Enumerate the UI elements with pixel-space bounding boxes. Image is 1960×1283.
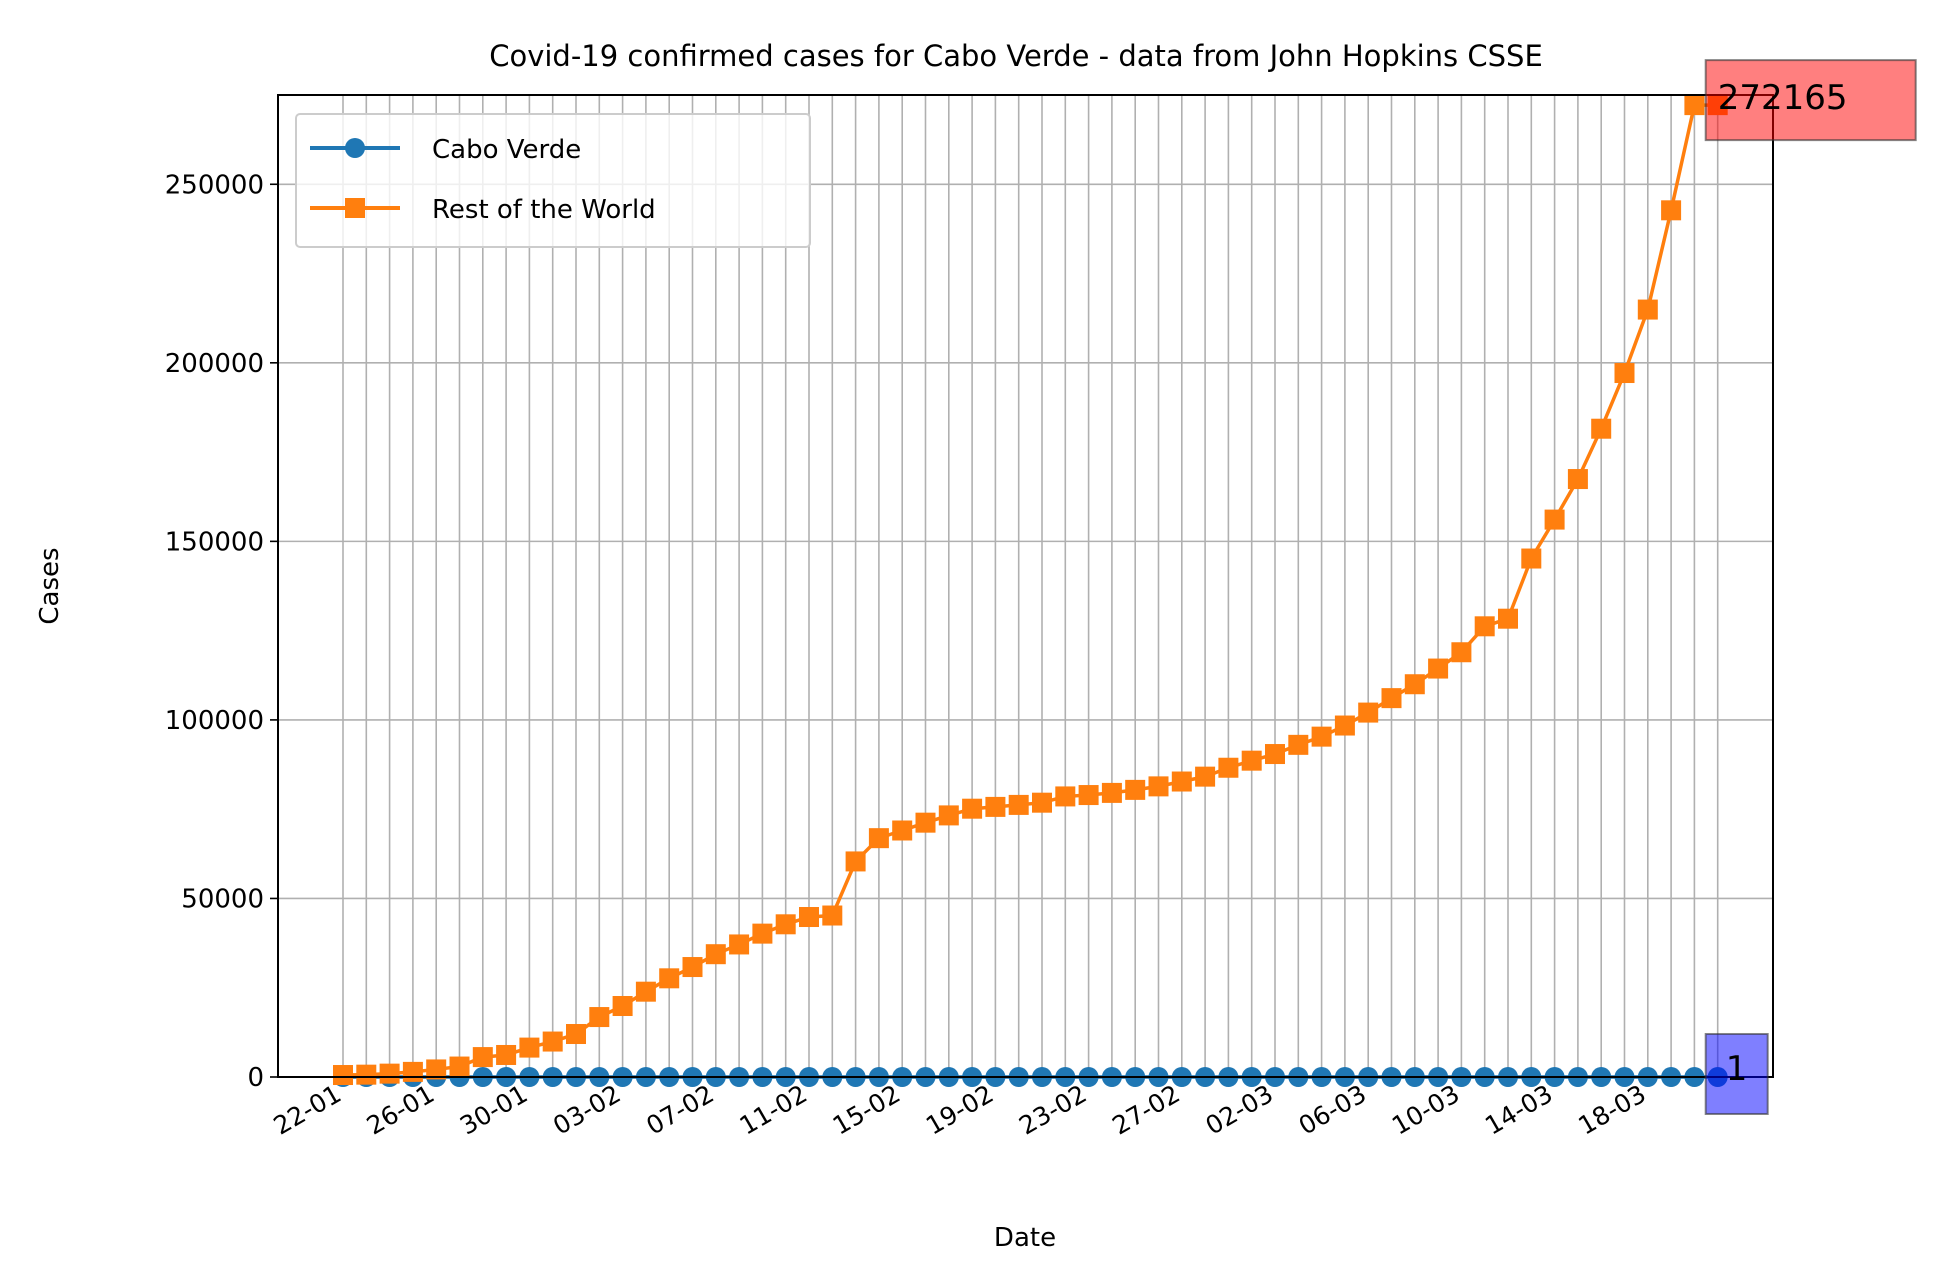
data-point-rest-of-world xyxy=(1055,786,1076,807)
legend-marker-cabo-verde xyxy=(345,138,365,158)
legend-box xyxy=(295,113,811,248)
y-tick-label: 250000 xyxy=(165,170,264,200)
x-tick-label: 27-02 xyxy=(1107,1079,1184,1140)
legend-marker-rest-of-world xyxy=(345,198,365,218)
data-point-rest-of-world xyxy=(705,944,726,965)
annotation-label-cabo-verde: 1 xyxy=(1726,1049,1748,1089)
data-point-rest-of-world xyxy=(1032,792,1052,813)
y-tick-label: 100000 xyxy=(165,706,264,736)
data-point-rest-of-world xyxy=(542,1031,563,1052)
data-point-rest-of-world xyxy=(566,1024,586,1045)
data-point-rest-of-world xyxy=(1614,363,1635,384)
data-point-rest-of-world xyxy=(775,914,796,935)
data-point-rest-of-world xyxy=(612,996,633,1017)
data-point-rest-of-world xyxy=(682,957,703,978)
x-tick-label: 06-03 xyxy=(1294,1079,1371,1140)
x-tick-label: 23-02 xyxy=(1014,1079,1091,1140)
data-point-rest-of-world xyxy=(1567,469,1588,490)
data-point-rest-of-world xyxy=(1195,766,1216,787)
data-point-rest-of-world xyxy=(1218,757,1239,778)
data-point-rest-of-world xyxy=(1381,688,1402,709)
data-point-rest-of-world xyxy=(1241,750,1262,771)
chart-title: Covid-19 confirmed cases for Cabo Verde … xyxy=(489,39,1543,73)
data-point-rest-of-world xyxy=(1078,785,1099,806)
data-point-rest-of-world xyxy=(1008,794,1029,815)
data-point-rest-of-world xyxy=(1544,509,1565,530)
data-point-rest-of-world xyxy=(1661,200,1682,221)
legend-label-rest-of-world: Rest of the World xyxy=(432,195,656,225)
x-tick-label: 30-01 xyxy=(455,1079,532,1140)
x-tick-label: 03-02 xyxy=(548,1079,625,1140)
data-point-rest-of-world xyxy=(915,812,936,833)
data-point-rest-of-world xyxy=(1265,744,1285,765)
data-point-rest-of-world xyxy=(1101,782,1122,803)
data-point-rest-of-world xyxy=(845,851,866,872)
x-tick-label: 11-02 xyxy=(735,1079,812,1140)
x-tick-label: 18-03 xyxy=(1573,1079,1650,1140)
x-tick-label: 07-02 xyxy=(641,1079,718,1140)
data-point-rest-of-world xyxy=(356,1064,377,1085)
data-point-rest-of-world xyxy=(333,1065,353,1086)
y-axis: 0 50000 100000 150000 200000 250000 xyxy=(165,170,278,1093)
data-point-rest-of-world xyxy=(659,968,680,989)
data-point-rest-of-world xyxy=(1148,776,1169,797)
x-tick-label: 14-03 xyxy=(1480,1079,1557,1140)
data-point-rest-of-world xyxy=(1591,418,1612,439)
y-tick-label: 0 xyxy=(247,1063,264,1093)
annotation-label-rest-of-world: 272165 xyxy=(1718,78,1848,118)
x-tick-label: 10-03 xyxy=(1387,1079,1464,1140)
data-point-rest-of-world xyxy=(752,923,773,944)
data-point-rest-of-world xyxy=(962,798,983,819)
y-tick-label: 50000 xyxy=(181,884,264,914)
data-point-rest-of-world xyxy=(379,1063,400,1084)
data-point-rest-of-world xyxy=(938,805,959,826)
data-point-rest-of-world xyxy=(799,907,819,928)
data-point-rest-of-world xyxy=(1288,734,1309,755)
x-tick-label: 19-02 xyxy=(921,1079,998,1140)
annotation-box xyxy=(1704,59,1917,142)
data-point-rest-of-world xyxy=(868,828,889,849)
data-point-rest-of-world xyxy=(519,1037,540,1058)
data-point-rest-of-world xyxy=(426,1059,447,1080)
data-point-rest-of-world xyxy=(1637,299,1658,320)
data-point-rest-of-world xyxy=(449,1056,470,1077)
data-point-rest-of-world xyxy=(1171,771,1192,792)
data-point-rest-of-world xyxy=(1311,726,1332,747)
data-point-rest-of-world xyxy=(985,796,1006,817)
x-axis-label: Date xyxy=(994,1223,1056,1253)
data-point-rest-of-world xyxy=(729,934,750,955)
data-point-rest-of-world xyxy=(472,1047,493,1068)
annotations: 272165 1 xyxy=(1704,59,1917,1115)
x-tick-label: 02-03 xyxy=(1201,1079,1278,1140)
data-point-rest-of-world xyxy=(1498,608,1518,629)
annotation-box xyxy=(1704,1032,1769,1115)
x-tick-label: 15-02 xyxy=(828,1079,905,1140)
data-point-rest-of-world xyxy=(1404,674,1425,695)
series-line-1 xyxy=(342,103,1718,1077)
y-tick-label: 150000 xyxy=(165,527,264,557)
data-point-rest-of-world xyxy=(589,1007,610,1028)
data-point-rest-of-world xyxy=(1474,616,1495,637)
data-point-rest-of-world xyxy=(635,981,656,1002)
legend: Cabo Verde Rest of the World xyxy=(295,113,811,248)
data-point-rest-of-world xyxy=(1521,548,1542,569)
data-point-rest-of-world xyxy=(1451,642,1472,663)
x-tick-label: 22-01 xyxy=(269,1079,346,1140)
data-point-rest-of-world xyxy=(892,820,913,841)
data-point-rest-of-world xyxy=(822,905,843,926)
y-axis-label: Cases xyxy=(35,547,65,624)
data-point-rest-of-world xyxy=(1428,658,1449,679)
x-tick-label: 26-01 xyxy=(362,1079,439,1140)
data-point-rest-of-world xyxy=(402,1061,423,1082)
data-point-rest-of-world xyxy=(1334,715,1355,736)
data-point-rest-of-world xyxy=(496,1044,517,1065)
data-point-rest-of-world xyxy=(1358,702,1379,723)
data-point-rest-of-world xyxy=(1684,95,1705,116)
legend-label-cabo-verde: Cabo Verde xyxy=(432,135,581,165)
plot-frame xyxy=(277,94,1774,1078)
data-point-rest-of-world xyxy=(1125,779,1146,800)
y-tick-label: 200000 xyxy=(165,349,264,379)
